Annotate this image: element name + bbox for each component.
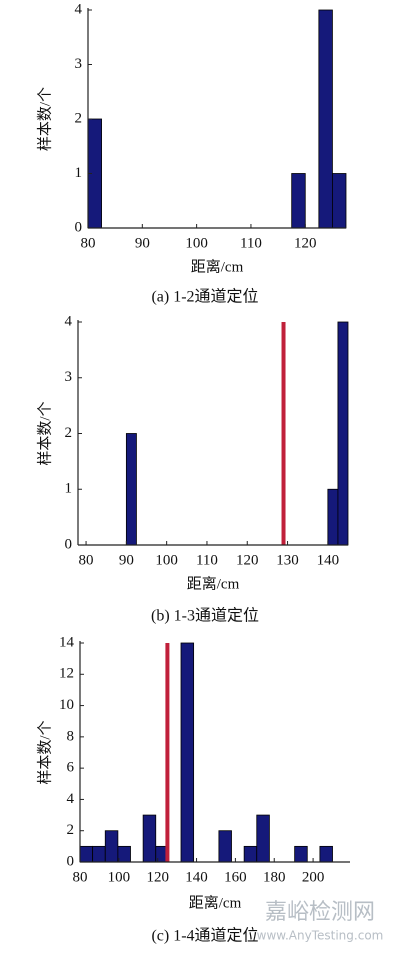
y-tick-label: 4 (67, 791, 75, 807)
bar (117, 845, 131, 863)
y-tick-label: 2 (65, 425, 73, 441)
bar (294, 845, 308, 863)
watermark-url: www.AnyTesting.com (257, 929, 384, 943)
bar (256, 814, 270, 863)
y-tick-label: 4 (65, 313, 73, 329)
x-tick-label: 80 (73, 869, 88, 885)
x-tick-label: 120 (294, 235, 317, 251)
x-tick-label: 140 (185, 869, 208, 885)
bar (319, 845, 333, 863)
caption: (a) 1-2通道定位 (151, 288, 258, 306)
x-tick-label: 80 (79, 552, 94, 568)
y-tick-label: 0 (75, 219, 83, 235)
bar (180, 642, 195, 863)
bar (142, 814, 157, 863)
bar (332, 173, 347, 229)
y-tick-label: 0 (67, 853, 75, 869)
y-tick-label: 2 (67, 822, 75, 838)
caption: (c) 1-4通道定位 (151, 927, 258, 945)
y-axis-label: 样本数/个 (36, 401, 53, 465)
bar (218, 830, 232, 863)
x-tick-label: 100 (185, 235, 208, 251)
bar (104, 830, 119, 863)
y-tick-label: 1 (65, 481, 73, 497)
y-axis-label: 样本数/个 (36, 720, 53, 784)
y-tick-label: 2 (75, 110, 83, 126)
y-tick-label: 0 (65, 536, 73, 552)
y-tick-label: 8 (67, 728, 75, 744)
x-tick-label: 110 (196, 552, 218, 568)
x-tick-label: 160 (224, 869, 247, 885)
bar (243, 845, 258, 863)
x-tick-label: 120 (146, 869, 169, 885)
watermark-text: 嘉峪检测网 (265, 900, 375, 925)
y-axis-label: 样本数/个 (36, 87, 53, 151)
y-tick-label: 6 (67, 760, 75, 776)
x-tick-label: 200 (302, 869, 325, 885)
x-tick-label: 80 (81, 235, 96, 251)
y-tick-label: 1 (75, 165, 83, 181)
x-axis-label: 距离/cm (189, 894, 242, 911)
y-tick-label: 14 (59, 634, 75, 650)
bar (337, 321, 349, 546)
bar (318, 9, 333, 229)
caption: (b) 1-3通道定位 (151, 607, 259, 625)
y-tick-label: 4 (75, 1, 83, 17)
x-tick-label: 110 (240, 235, 262, 251)
y-tick-label: 3 (75, 56, 83, 72)
bar (79, 845, 94, 863)
bar (125, 433, 137, 546)
y-tick-label: 12 (59, 666, 74, 682)
y-tick-label: 3 (65, 369, 73, 385)
y-tick-label: 10 (59, 697, 74, 713)
x-tick-label: 180 (263, 869, 286, 885)
bar (291, 173, 306, 229)
x-tick-label: 90 (119, 552, 134, 568)
bar (327, 488, 339, 546)
x-tick-label: 100 (155, 552, 178, 568)
bar (92, 845, 106, 863)
x-tick-label: 130 (276, 552, 299, 568)
x-tick-label: 90 (135, 235, 150, 251)
x-tick-label: 100 (108, 869, 131, 885)
x-axis-label: 距离/cm (187, 575, 240, 592)
x-axis-label: 距离/cm (191, 258, 244, 275)
x-tick-label: 140 (317, 552, 340, 568)
x-tick-label: 120 (236, 552, 259, 568)
